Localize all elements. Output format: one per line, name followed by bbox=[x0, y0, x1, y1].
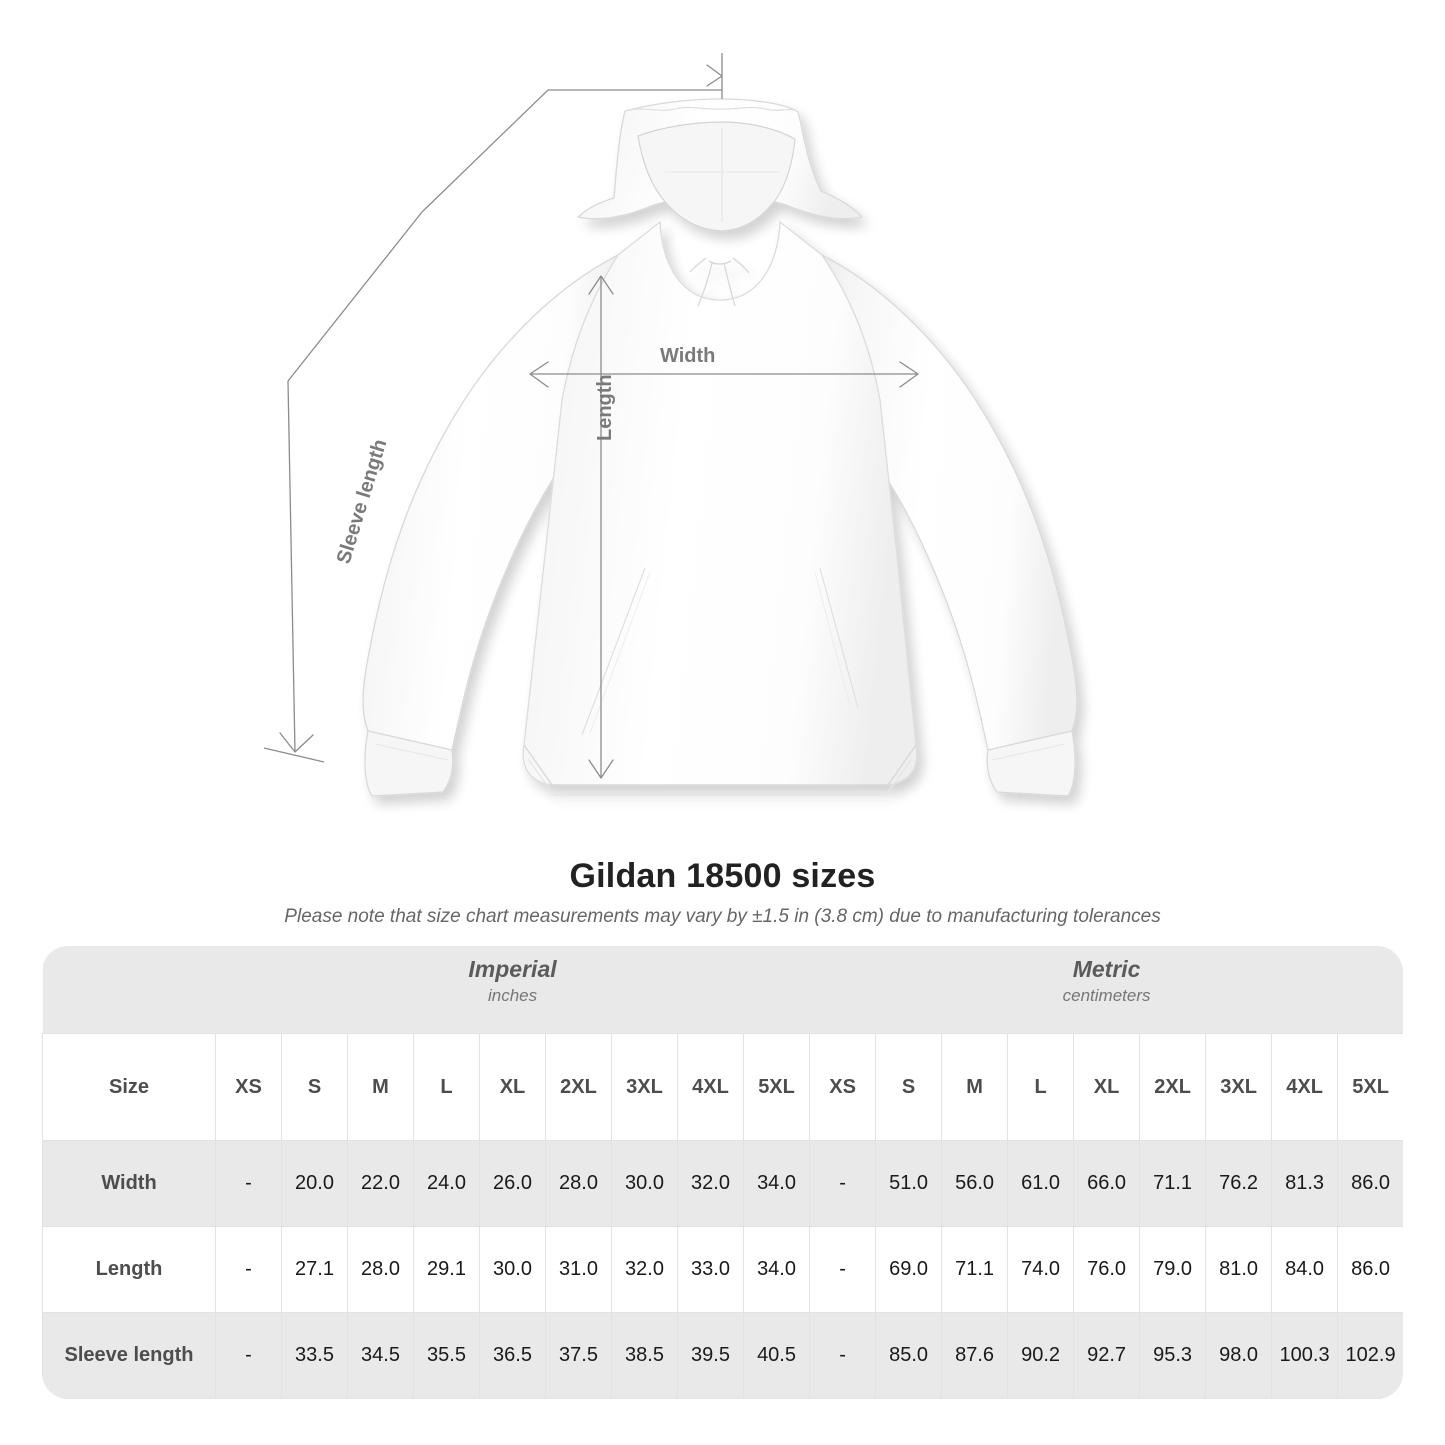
svg-text:Width: Width bbox=[660, 345, 715, 367]
svg-text:Sleeve length: Sleeve length bbox=[333, 437, 392, 567]
svg-text:Length: Length bbox=[594, 374, 616, 441]
